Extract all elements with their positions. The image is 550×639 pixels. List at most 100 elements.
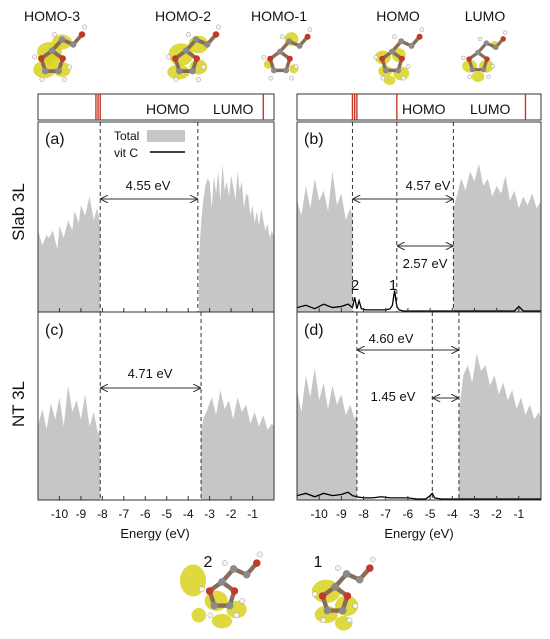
orbital-homo-atom-6 [408, 42, 415, 49]
xtick-labels-d: -10 -9 -8 -7 -6 -5 -4 -3 -2 -1 [311, 507, 525, 521]
xtick-label-d-7: -3 [469, 507, 480, 521]
orbital-homo-2-atom-4 [172, 55, 179, 62]
orbital-homo-3-hydrogen-3 [62, 77, 67, 82]
orbital-lumo-atom-4 [466, 56, 472, 62]
orbital-homo-3-hydrogen-0 [32, 54, 37, 60]
orbital-1-atom-4 [318, 592, 327, 600]
orbital-1-atom-2 [338, 606, 347, 615]
orbital-homo-3-hydrogen-4 [82, 24, 87, 30]
orbital-lumo-atom-7 [500, 36, 506, 42]
orbital-1-hydrogen-2 [320, 617, 327, 624]
xtick-label-d-4: -6 [403, 507, 414, 521]
orbital-homo-hydrogen-1 [405, 64, 411, 69]
row-label-slab-3l: Slab 3L [9, 183, 28, 241]
top-orbital-labels: HOMO-3 HOMO-2 HOMO-1 HOMO LUMO [24, 8, 505, 24]
orbital-homo-3-hydrogen-5 [52, 32, 57, 37]
orbital-homo-atom-2 [395, 67, 402, 74]
xtick-label-d-2: -8 [358, 507, 369, 521]
xtick-label-c-8: -2 [226, 507, 237, 521]
orbital-homo-atom-4 [379, 55, 386, 62]
orbital-label-homo: HOMO [376, 8, 420, 24]
legend-total-swatch [147, 130, 185, 142]
panel-c-title: (c) [45, 322, 64, 339]
xtick-label-d-3: -7 [380, 507, 391, 521]
strip-left-lumo-label: LUMO [213, 101, 254, 117]
orbital-lumo-atom-5 [483, 40, 490, 46]
orbital-2-atom-7 [253, 559, 261, 567]
orbital-homo-1-chain [278, 35, 309, 53]
sub-gap-label-b: 2.57 eV [403, 256, 448, 271]
xtick-label-d-1: -9 [336, 507, 347, 521]
orbital-2-hydrogen-1 [239, 597, 246, 604]
orbital-1-chain [333, 566, 372, 589]
orbital-lumo-hydrogen-4 [503, 30, 508, 35]
orbital-homo-atom-5 [398, 38, 405, 45]
orbital-2-lobe-3 [211, 613, 233, 629]
gap-label-b: 4.57 eV [406, 178, 451, 193]
orbital-homo-hydrogen-0 [373, 55, 379, 60]
orbital-homo-3 [32, 24, 87, 82]
orbital-homo-2-hydrogen-1 [201, 64, 206, 70]
orbital-1-atom-5 [342, 570, 351, 578]
orbital-homo-atom-0 [389, 48, 395, 55]
orbital-1-hydrogen-3 [346, 617, 353, 624]
orbital-2-atom-2 [225, 601, 234, 610]
orbital-lumo-lobe-2 [471, 71, 485, 82]
sub-gap-label-d: 1.45 eV [371, 389, 416, 404]
orbital-homo-2-chain [184, 33, 218, 52]
orbital-homo-2-atom-1 [193, 55, 200, 62]
panel-d-border [296, 311, 542, 501]
orbital-homo-atom-1 [398, 55, 405, 62]
orbital-homo-3-chain [50, 33, 84, 52]
orbital-homo-hydrogen-5 [391, 34, 397, 40]
orbital-homo-3-atom-0 [48, 47, 56, 54]
level-strip-right: HOMO LUMO [296, 93, 542, 121]
orbital-1-hydrogen-1 [352, 602, 359, 609]
orbital-homo-1-atom-7 [304, 33, 311, 40]
orbital-homo-chain [390, 35, 421, 53]
orbital-label-homo-2: HOMO-2 [155, 8, 211, 24]
level-strip-left: HOMO LUMO [37, 93, 275, 121]
orbital-homo-1-hydrogen-2 [268, 75, 274, 81]
panel-d [296, 311, 542, 501]
orbital-1-atom-1 [343, 592, 352, 600]
orbital-lumo-hydrogen-1 [490, 64, 495, 69]
orbital-2-hydrogen-3 [233, 612, 240, 619]
orbital-label-homo-3: HOMO-3 [24, 8, 80, 24]
orbital-homo-1 [261, 27, 313, 81]
bottom-orbital-label-1: 1 [314, 554, 323, 571]
xtick-label-c-9: -1 [247, 507, 258, 521]
orbital-label-lumo: LUMO [465, 8, 506, 24]
orbital-homo-3-atom-2 [55, 67, 62, 75]
panel-c-border [37, 311, 275, 501]
xtick-label-c-5: -5 [161, 507, 172, 521]
total-dos-area-a [38, 163, 274, 312]
orbital-2-atom-3 [210, 601, 219, 610]
orbital-homo-2-atom-5 [192, 36, 200, 43]
orbital-homo-1-atom-2 [283, 67, 290, 74]
orbital-1-atom-6 [355, 575, 364, 584]
legend-vitc-label: vit C [114, 146, 138, 160]
legend-total-label: Total [114, 129, 139, 143]
orbital-homo-2-hydrogen-2 [173, 77, 179, 82]
xtick-label-c-0: -10 [51, 507, 69, 521]
orbital-2-atom-5 [229, 565, 238, 573]
xtick-labels-c: -10 -9 -8 -7 -6 -5 -4 -3 -2 -1 [51, 507, 258, 521]
orbital-homo-3-atom-5 [58, 36, 66, 43]
strip-left-homo-label: HOMO [146, 101, 190, 117]
xtick-label-c-3: -7 [118, 507, 129, 521]
xtick-label-d-5: -5 [425, 507, 436, 521]
orbital-homo-atom-3 [382, 67, 389, 74]
orbital-homo-2-atom-7 [212, 31, 220, 38]
orbital-lumo-atom-2 [480, 66, 487, 73]
orbital-1 [311, 556, 376, 631]
orbital-1-hydrogen-5 [335, 565, 341, 571]
level-lines-right [351, 94, 527, 120]
peak-label-2: 2 [351, 277, 359, 294]
legend: Total vit C [114, 129, 185, 160]
gap-label-d: 4.60 eV [369, 331, 414, 346]
orbital-2 [179, 551, 263, 629]
xtick-label-d-9: -1 [513, 507, 524, 521]
orbital-homo-2-atom-0 [182, 47, 190, 54]
xtick-label-d-0: -10 [311, 507, 329, 521]
